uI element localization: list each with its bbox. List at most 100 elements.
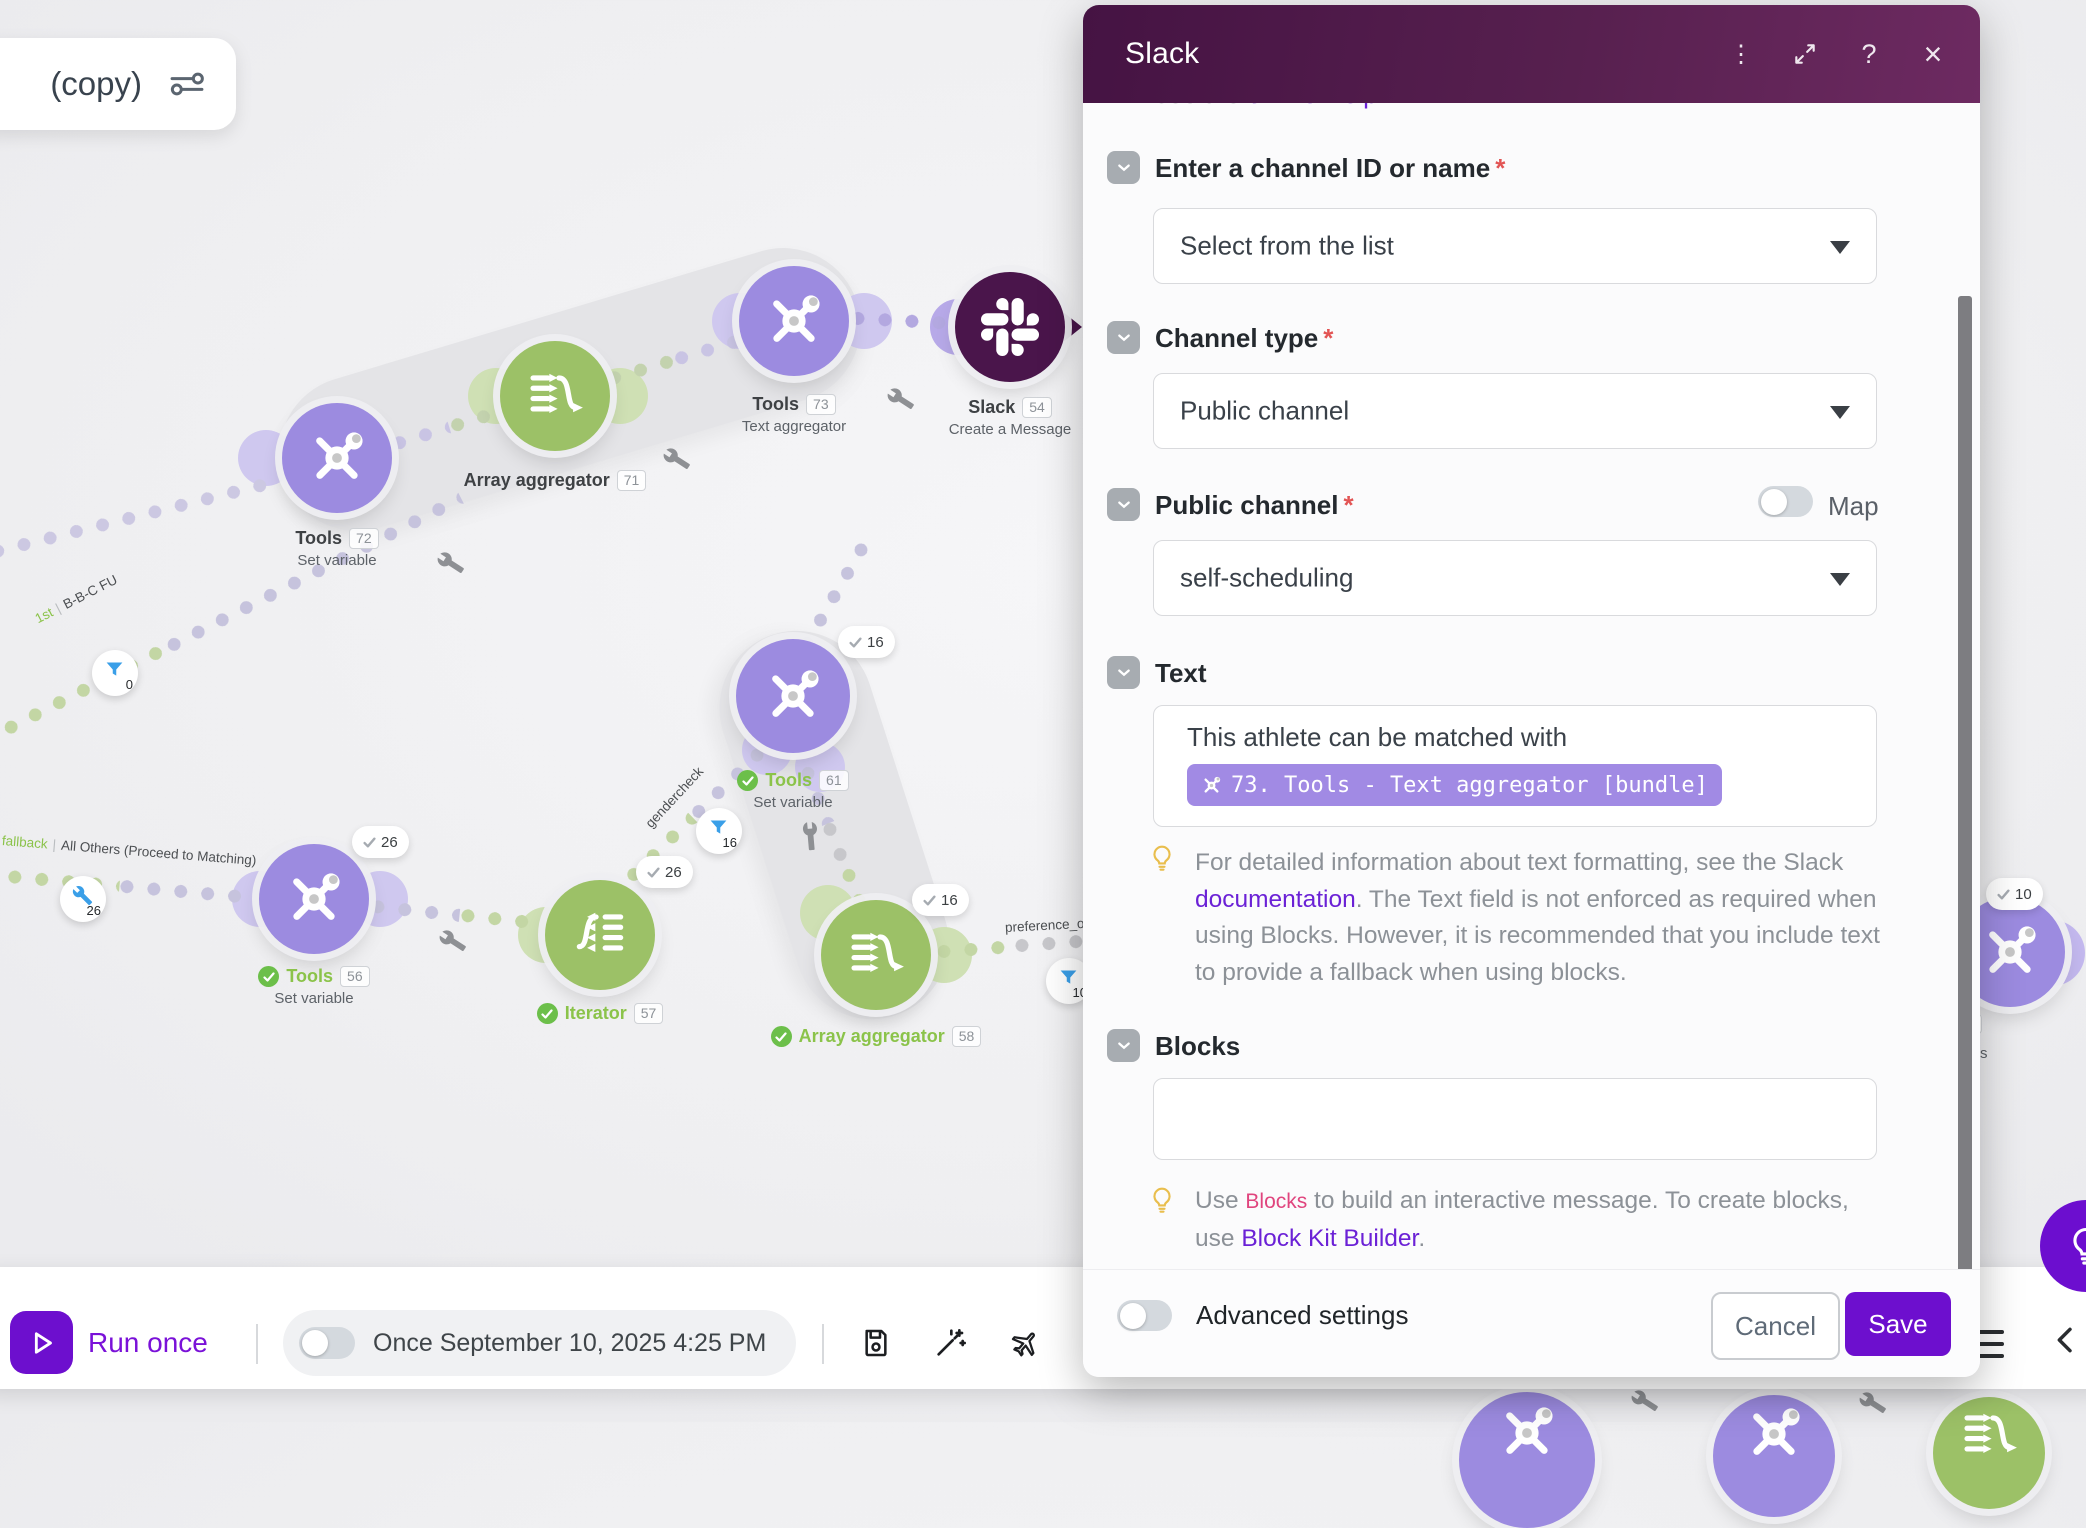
toggle-knob <box>1120 1303 1146 1329</box>
tools-icon <box>762 665 824 727</box>
filter-count: 0 <box>125 677 133 692</box>
node-name: Slack <box>968 397 1016 417</box>
field-label-text: Text <box>1155 658 1207 688</box>
public-channel-select[interactable]: self-scheduling <box>1153 540 1877 616</box>
filter-badge[interactable]: 0 <box>92 650 138 696</box>
slack-settings-panel: see the online Help. Enter a channel ID … <box>1083 5 1980 1377</box>
node-label: Array aggregator 58 <box>756 1026 996 1047</box>
expand-icon[interactable] <box>1790 39 1820 69</box>
node-tools-72[interactable] <box>282 403 392 513</box>
node-array-aggregator-71[interactable] <box>500 341 610 451</box>
operations-badge: 10 <box>1986 878 2043 910</box>
wrench-route-badge[interactable]: 26 <box>60 876 106 922</box>
blocks-hint: Use Blocks to build an interactive messa… <box>1195 1187 1849 1252</box>
node-name: Tools <box>286 966 334 986</box>
wrench-count: 26 <box>86 903 101 918</box>
filter-count: 16 <box>722 835 737 850</box>
mapped-token[interactable]: 73. Tools - Text aggregator [bundle] <box>1187 764 1722 806</box>
check-icon <box>647 867 660 878</box>
advanced-settings-toggle[interactable] <box>1117 1300 1172 1331</box>
magic-wand-icon[interactable] <box>934 1327 966 1364</box>
funnel-icon <box>104 659 125 680</box>
node-iterator-57[interactable] <box>545 880 655 990</box>
connection-dots <box>1013 932 1090 954</box>
channel-type-select[interactable]: Public channel <box>1153 373 1877 449</box>
save-button[interactable]: Save <box>1845 1292 1951 1356</box>
save-scenario-icon[interactable] <box>860 1327 892 1364</box>
documentation-link[interactable]: documentation <box>1195 885 1356 913</box>
map-toggle[interactable] <box>1758 486 1813 517</box>
cancel-button[interactable]: Cancel <box>1711 1292 1840 1360</box>
chevron-down-icon <box>1830 406 1850 419</box>
node-tools-56[interactable] <box>259 844 369 954</box>
slack-icon <box>981 298 1039 356</box>
schedule-pill[interactable]: Once September 10, 2025 4:25 PM <box>283 1310 797 1376</box>
advanced-settings-label: Advanced settings <box>1196 1300 1409 1330</box>
menu-icon[interactable] <box>1974 1330 2004 1358</box>
kebab-menu-icon[interactable]: ⋮ <box>1729 40 1753 68</box>
node-array-aggregator-58[interactable] <box>821 900 931 1010</box>
tools-icon <box>1743 1403 1805 1465</box>
wrench-icon[interactable] <box>437 926 469 962</box>
node-name: Array aggregator <box>798 1026 945 1046</box>
done-check-icon <box>258 966 280 987</box>
run-once-label[interactable]: Run once <box>88 1326 208 1358</box>
blocks-input[interactable] <box>1153 1078 1877 1160</box>
node-id-badge: 73 <box>806 394 836 415</box>
collapse-checkbox[interactable] <box>1107 321 1140 354</box>
array-aggregator-icon <box>524 365 586 427</box>
node-subtitle: Text aggregator <box>741 418 847 435</box>
node-tools-61[interactable] <box>736 639 850 753</box>
node-id-badge: 58 <box>951 1026 982 1047</box>
scenario-title-card[interactable]: (copy) <box>0 38 236 130</box>
scenario-settings-icon[interactable] <box>168 67 206 101</box>
help-icon[interactable]: ? <box>1861 38 1877 69</box>
collapse-panel-icon[interactable] <box>2050 1322 2082 1363</box>
node-subtitle: Set variable <box>274 990 354 1007</box>
text-value: This athlete can be matched with <box>1187 722 1568 752</box>
text-input[interactable]: This athlete can be matched with 73. Too… <box>1153 705 1877 827</box>
panel-footer: Advanced settings Cancel Save <box>1083 1269 1980 1377</box>
panel-scrollbar[interactable] <box>1958 296 1972 1288</box>
block-kit-builder-link[interactable]: Block Kit Builder <box>1241 1224 1419 1252</box>
node-id-badge: 61 <box>819 770 849 791</box>
run-once-button[interactable] <box>10 1311 73 1374</box>
node-partial-bottom[interactable] <box>1459 1392 1595 1528</box>
route-name: preference_o <box>1004 915 1085 935</box>
wrench-icon[interactable] <box>1629 1386 1661 1422</box>
required-asterisk: * <box>1323 323 1334 353</box>
channel-id-select[interactable]: Select from the list <box>1153 208 1877 284</box>
node-label: Tools 61 Set variable <box>673 770 913 811</box>
close-icon[interactable]: × <box>1923 35 1943 72</box>
operations-count: 26 <box>665 863 682 881</box>
tools-icon <box>1496 1402 1558 1464</box>
required-asterisk: * <box>1343 490 1354 520</box>
tools-icon <box>283 868 345 930</box>
node-partial-bottom[interactable] <box>1713 1395 1835 1517</box>
node-name: Tools <box>752 394 800 414</box>
node-slack-54[interactable] <box>955 272 1065 382</box>
node-id-badge: 57 <box>633 1003 664 1024</box>
wrench-icon[interactable] <box>1857 1388 1889 1424</box>
collapse-checkbox[interactable] <box>1107 151 1140 184</box>
filter-badge[interactable]: 16 <box>696 808 742 854</box>
collapse-checkbox[interactable] <box>1107 1029 1140 1062</box>
array-aggregator-icon <box>1958 1405 2020 1467</box>
selected-value: Public channel <box>1180 395 1350 426</box>
scenario-title: (copy) <box>50 65 142 102</box>
node-partial-bottom[interactable] <box>1933 1397 2045 1509</box>
node-tools-73[interactable] <box>739 266 849 376</box>
connection-dots <box>0 640 171 751</box>
route-label-preference: preference_o <box>1005 916 1085 935</box>
chevron-down-icon <box>1117 163 1131 173</box>
panel-header: Slack <box>1083 5 1980 103</box>
tools-icon <box>306 427 368 489</box>
operations-count: 10 <box>2015 885 2032 903</box>
node-name: Array aggregator <box>463 470 610 490</box>
schedule-toggle[interactable] <box>299 1327 355 1359</box>
collapse-checkbox[interactable] <box>1107 656 1140 689</box>
done-check-icon <box>536 1003 558 1024</box>
collapse-checkbox[interactable] <box>1107 488 1140 521</box>
chevron-down-icon <box>1830 241 1850 254</box>
